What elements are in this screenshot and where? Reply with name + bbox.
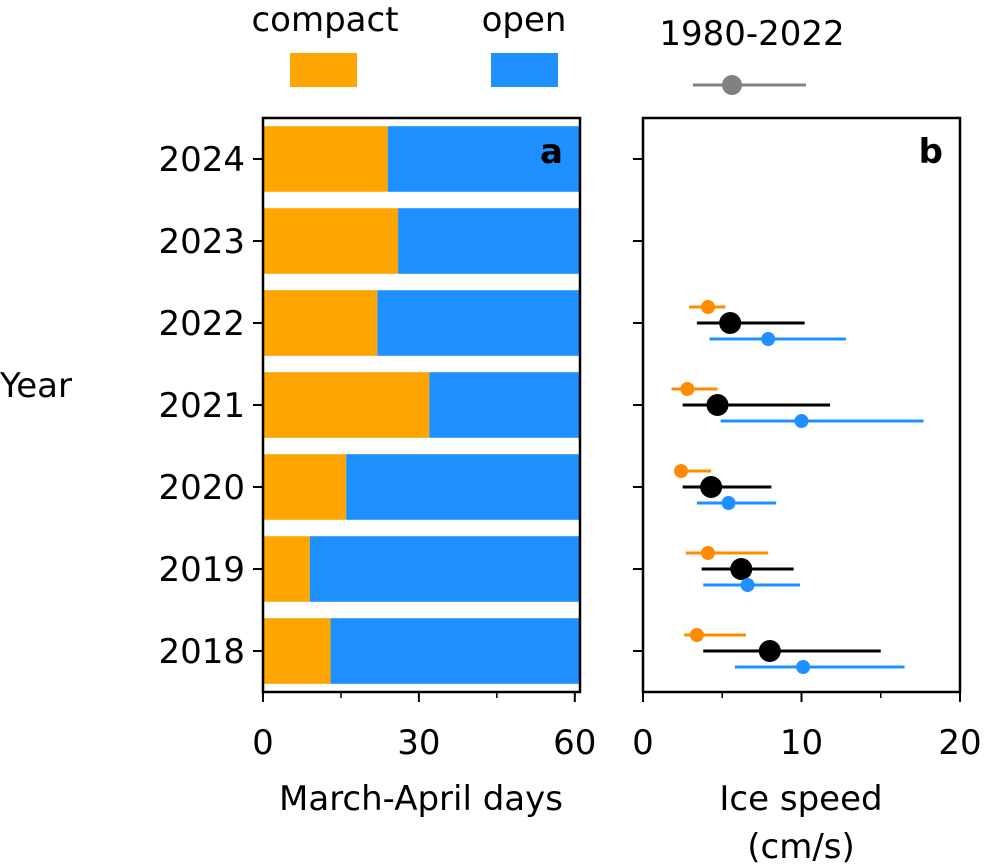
panel-a: 2018 2019 2020 2021 2022 2023 2024 0 30 60 a Mar… bbox=[158, 116, 596, 819]
panel-b-x-tick-label-0: 0 bbox=[632, 723, 654, 763]
bar-open-2018 bbox=[330, 618, 580, 684]
bar-compact-2018 bbox=[263, 618, 331, 684]
panel-b-x-tick-label-10: 10 bbox=[780, 723, 823, 763]
point-combined-2020 bbox=[700, 476, 723, 498]
y-tick-label-2022: 2022 bbox=[158, 304, 245, 344]
panel-b-frame bbox=[641, 116, 962, 694]
panel-b-x-axis-unit: (cm/s) bbox=[747, 827, 855, 867]
panel-b-x-axis-label: Ice speed bbox=[719, 779, 882, 819]
point-open-2022 bbox=[761, 332, 776, 346]
point-combined-2019 bbox=[730, 558, 753, 580]
y-tick-label-2023: 2023 bbox=[158, 222, 245, 262]
panel-a-x-tick-label-30: 30 bbox=[397, 723, 440, 763]
bar-open-2019 bbox=[309, 536, 580, 602]
bar-compact-2024 bbox=[263, 126, 388, 192]
point-compact-2022 bbox=[700, 300, 715, 314]
panel-b-label: b bbox=[919, 132, 943, 172]
y-tick-label-2021: 2021 bbox=[158, 386, 245, 426]
bar-compact-2021 bbox=[263, 372, 430, 438]
bar-open-2023 bbox=[398, 208, 580, 274]
panel-b: 0 10 20 b Ice speed (cm/s) bbox=[632, 116, 982, 867]
panel-a-frame bbox=[261, 116, 582, 694]
y-tick-label-2018: 2018 bbox=[158, 632, 245, 672]
panel-a-x-tick-label-0: 0 bbox=[252, 723, 274, 763]
legend-reference-marker bbox=[722, 75, 742, 95]
y-tick-label-2020: 2020 bbox=[158, 468, 245, 508]
bar-compact-2022 bbox=[263, 290, 378, 356]
point-open-2020 bbox=[721, 496, 736, 510]
bar-open-2022 bbox=[377, 290, 580, 356]
legend-reference-label: 1980-2022 bbox=[659, 14, 844, 54]
bar-open-2020 bbox=[346, 454, 580, 520]
legend-open-swatch bbox=[491, 53, 558, 87]
legend: compact open 1980-2022 bbox=[251, 0, 845, 95]
point-open-2021 bbox=[794, 414, 809, 428]
point-combined-2021 bbox=[706, 394, 729, 416]
point-combined-2018 bbox=[758, 640, 781, 662]
point-compact-2018 bbox=[689, 628, 704, 642]
point-compact-2020 bbox=[674, 464, 689, 478]
bar-compact-2020 bbox=[263, 454, 347, 520]
panel-b-x-tick-label-20: 20 bbox=[938, 723, 981, 763]
point-compact-2019 bbox=[700, 546, 715, 560]
y-tick-label-2019: 2019 bbox=[158, 550, 245, 590]
legend-compact-swatch bbox=[290, 53, 357, 87]
point-combined-2022 bbox=[719, 312, 742, 334]
panel-a-label: a bbox=[540, 132, 563, 172]
bar-open-2024 bbox=[387, 126, 580, 192]
panel-a-x-tick-label-60: 60 bbox=[553, 723, 596, 763]
legend-compact-label: compact bbox=[251, 0, 398, 40]
point-compact-2021 bbox=[680, 382, 695, 396]
bar-compact-2023 bbox=[263, 208, 399, 274]
y-axis-label: Year bbox=[0, 366, 72, 406]
y-tick-label-2024: 2024 bbox=[158, 140, 245, 180]
panel-a-x-axis-label: March-April days bbox=[279, 779, 563, 819]
legend-open-label: open bbox=[482, 0, 567, 40]
bar-compact-2019 bbox=[263, 536, 310, 602]
point-open-2018 bbox=[796, 660, 811, 674]
bar-open-2021 bbox=[429, 372, 580, 438]
point-open-2019 bbox=[740, 578, 755, 592]
